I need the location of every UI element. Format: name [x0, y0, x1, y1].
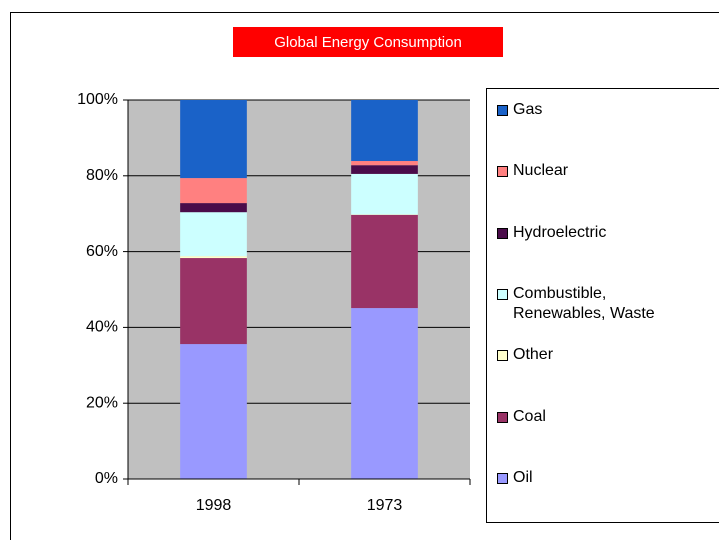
legend-label: Coal [513, 407, 546, 425]
legend-swatch [497, 105, 508, 116]
y-tick-label: 60% [86, 243, 118, 260]
bar-segment [180, 100, 247, 179]
legend-swatch [497, 227, 508, 239]
chart-title: Global Energy Consumption [274, 34, 462, 51]
y-tick-label: 20% [86, 394, 118, 411]
bar-segment [351, 308, 418, 479]
bar-segment [180, 258, 247, 345]
legend-swatch [497, 350, 508, 362]
y-tick-label: 100% [77, 91, 118, 108]
bar-segment [180, 256, 247, 259]
bar-segment [180, 344, 247, 479]
legend-label: Nuclear [513, 162, 569, 180]
legend-box [486, 88, 719, 523]
x-tick-label: 1998 [196, 497, 232, 514]
legend-label: Hydroelectric [513, 223, 607, 241]
plot-area [128, 100, 470, 479]
bar-segment [351, 214, 418, 309]
bar-segment [180, 178, 247, 204]
y-tick-label: 40% [86, 319, 118, 336]
legend-swatch [497, 473, 508, 484]
bar-segment [351, 161, 418, 166]
x-tick-label: 1973 [367, 497, 403, 514]
bar-segment [180, 212, 247, 257]
y-tick-label: 80% [86, 167, 118, 184]
legend-label: Oil [513, 469, 533, 486]
legend-label: Other [513, 346, 554, 364]
bar-segment [180, 203, 247, 213]
bar-segment [351, 165, 418, 174]
bar-segment [351, 173, 418, 215]
legend-swatch [497, 411, 508, 423]
legend-swatch [497, 289, 508, 300]
legend-label: Combustible, Renewables, Waste [513, 285, 655, 322]
bar-segment [351, 100, 418, 162]
legend-label: Gas [513, 101, 543, 118]
title-box [233, 27, 503, 57]
legend-swatch [497, 166, 508, 178]
y-tick-label: 0% [95, 470, 118, 487]
